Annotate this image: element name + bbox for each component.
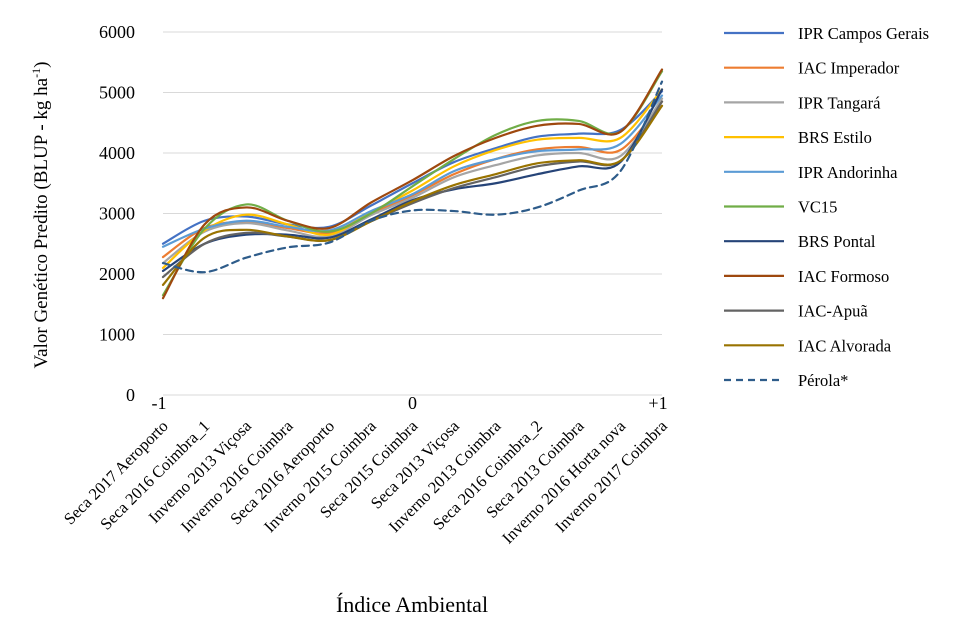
series-line (161, 94, 664, 248)
y-tick-label: 0 (126, 385, 135, 405)
y-axis-ticks: 0 1000 2000 3000 4000 5000 6000 (99, 22, 135, 405)
series-line (161, 70, 664, 297)
legend-label: IPR Tangará (798, 93, 881, 112)
legend-label: BRS Estilo (798, 128, 872, 147)
legend-label: IAC Alvorada (798, 336, 892, 355)
y-tick-label: 5000 (99, 83, 135, 103)
legend-label: IPR Andorinha (798, 163, 898, 182)
legend-label: IAC-Apuã (798, 302, 868, 321)
legend-label: IAC Imperador (798, 59, 900, 78)
y-axis-title-superscript: -1 (29, 68, 43, 78)
legend-label: IPR Campos Gerais (798, 24, 929, 43)
y-tick-label: 3000 (99, 204, 135, 224)
series-lines (161, 68, 664, 300)
legend-label: BRS Pontal (798, 232, 876, 251)
series-line (161, 88, 664, 273)
x-axis-title: Índice Ambiental (336, 592, 488, 617)
legend-label: VC15 (798, 198, 837, 217)
legend: IPR Campos Gerais IAC Imperador IPR Tangar… (724, 24, 929, 390)
y-axis-title: Valor Genético Predito (BLUP - kg ha-1) (29, 62, 52, 369)
series-line (161, 104, 664, 286)
series-line (161, 90, 664, 245)
y-axis-title-end: ) (31, 62, 52, 68)
y-tick-label: 4000 (99, 143, 135, 163)
series-line (161, 97, 664, 265)
legend-label: Pérola* (798, 371, 848, 390)
series-line (161, 88, 664, 270)
series-line (161, 80, 664, 274)
index-labels: -1 0 +1 (152, 393, 668, 413)
index-label: +1 (648, 393, 667, 413)
index-label: -1 (152, 393, 167, 413)
gridlines (163, 31, 662, 335)
y-tick-label: 1000 (99, 325, 135, 345)
series-line (161, 68, 664, 300)
index-label: 0 (408, 393, 417, 413)
series-line (161, 100, 664, 279)
y-tick-label: 2000 (99, 264, 135, 284)
legend-label: IAC Formoso (798, 267, 889, 286)
y-tick-label: 6000 (99, 22, 135, 42)
